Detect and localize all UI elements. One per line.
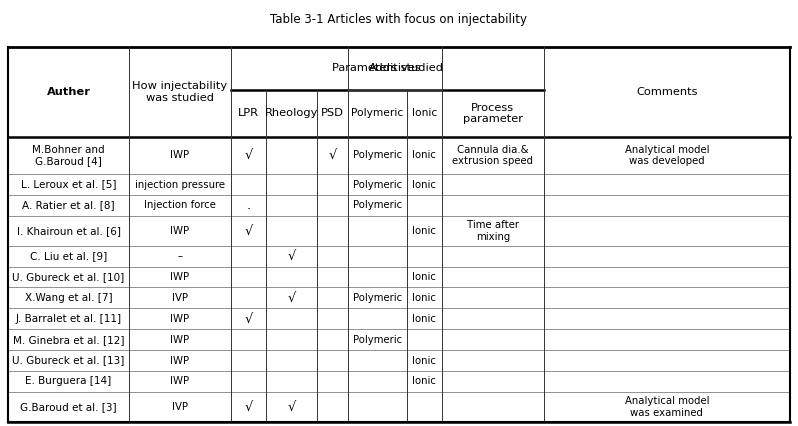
Text: Comments: Comments bbox=[636, 87, 697, 97]
Text: Ionic: Ionic bbox=[413, 293, 437, 303]
Text: √: √ bbox=[287, 291, 295, 305]
Text: Ionic: Ionic bbox=[412, 108, 437, 118]
Text: Polymeric: Polymeric bbox=[353, 150, 402, 161]
Text: M. Ginebra et al. [12]: M. Ginebra et al. [12] bbox=[13, 335, 124, 345]
Text: IWP: IWP bbox=[171, 272, 190, 282]
Text: IVP: IVP bbox=[172, 293, 188, 303]
Text: √: √ bbox=[244, 312, 253, 325]
Text: LPR: LPR bbox=[238, 108, 259, 118]
Text: Time after
mixing: Time after mixing bbox=[467, 220, 519, 242]
Text: IWP: IWP bbox=[171, 226, 190, 236]
Text: √: √ bbox=[287, 400, 295, 413]
Text: √: √ bbox=[244, 149, 253, 162]
Text: IWP: IWP bbox=[171, 377, 190, 386]
Text: Parameters studied: Parameters studied bbox=[332, 63, 443, 73]
Text: M.Bohner and
G.Baroud [4]: M.Bohner and G.Baroud [4] bbox=[32, 145, 105, 166]
Text: Polymeric: Polymeric bbox=[353, 335, 402, 345]
Text: –: – bbox=[177, 251, 183, 261]
Text: Ionic: Ionic bbox=[413, 226, 437, 236]
Text: IWP: IWP bbox=[171, 150, 190, 161]
Text: Polymeric: Polymeric bbox=[351, 108, 404, 118]
Text: J. Barralet et al. [11]: J. Barralet et al. [11] bbox=[15, 314, 121, 324]
Text: √: √ bbox=[244, 400, 253, 413]
Text: How injectability
was studied: How injectability was studied bbox=[132, 81, 227, 103]
Text: U. Gbureck et al. [13]: U. Gbureck et al. [13] bbox=[13, 356, 124, 366]
Text: injection pressure: injection pressure bbox=[135, 180, 225, 190]
Text: IWP: IWP bbox=[171, 314, 190, 324]
Text: Polymeric: Polymeric bbox=[353, 293, 402, 303]
Text: G.Baroud et al. [3]: G.Baroud et al. [3] bbox=[20, 402, 117, 412]
Text: √: √ bbox=[329, 149, 337, 162]
Text: √: √ bbox=[244, 225, 253, 237]
Text: I. Khairoun et al. [6]: I. Khairoun et al. [6] bbox=[17, 226, 120, 236]
Text: E. Burguera [14]: E. Burguera [14] bbox=[26, 377, 112, 386]
Text: A. Ratier et al. [8]: A. Ratier et al. [8] bbox=[22, 201, 115, 210]
Text: Analytical model
was developed: Analytical model was developed bbox=[625, 145, 709, 166]
Text: IWP: IWP bbox=[171, 356, 190, 366]
Text: X.Wang et al. [7]: X.Wang et al. [7] bbox=[25, 293, 113, 303]
Text: IVP: IVP bbox=[172, 402, 188, 412]
Text: Polymeric: Polymeric bbox=[353, 201, 402, 210]
Text: Additives: Additives bbox=[369, 63, 421, 73]
Text: Polymeric: Polymeric bbox=[353, 180, 402, 190]
Text: IWP: IWP bbox=[171, 335, 190, 345]
Text: Analytical model
was examined: Analytical model was examined bbox=[625, 396, 709, 417]
Text: Ionic: Ionic bbox=[413, 356, 437, 366]
Text: Rheology: Rheology bbox=[265, 108, 318, 118]
Text: √: √ bbox=[287, 250, 295, 263]
Text: C. Liu et al. [9]: C. Liu et al. [9] bbox=[30, 251, 107, 261]
Text: Ionic: Ionic bbox=[413, 272, 437, 282]
Text: Ionic: Ionic bbox=[413, 150, 437, 161]
Text: PSD: PSD bbox=[321, 108, 344, 118]
Text: Ionic: Ionic bbox=[413, 377, 437, 386]
Text: Injection force: Injection force bbox=[144, 201, 216, 210]
Text: Process
parameter: Process parameter bbox=[463, 103, 523, 124]
Text: Ionic: Ionic bbox=[413, 314, 437, 324]
Text: Table 3-1 Articles with focus on injectability: Table 3-1 Articles with focus on injecta… bbox=[271, 13, 527, 26]
Text: Auther: Auther bbox=[46, 87, 91, 97]
Text: L. Leroux et al. [5]: L. Leroux et al. [5] bbox=[21, 180, 117, 190]
Text: .: . bbox=[247, 199, 251, 212]
Text: U. Gbureck et al. [10]: U. Gbureck et al. [10] bbox=[13, 272, 124, 282]
Text: Ionic: Ionic bbox=[413, 180, 437, 190]
Text: Cannula dia.&
extrusion speed: Cannula dia.& extrusion speed bbox=[452, 145, 533, 166]
